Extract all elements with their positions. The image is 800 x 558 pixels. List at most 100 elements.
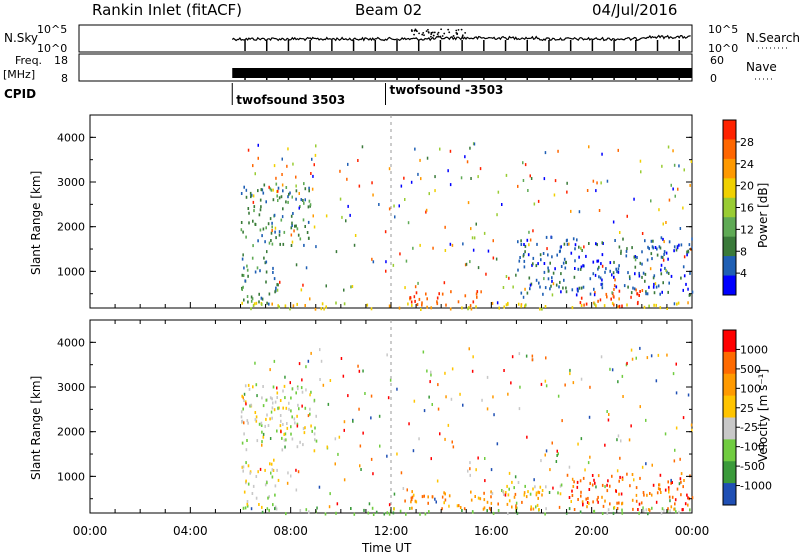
colorbar-swatch — [723, 275, 736, 296]
heatmap-cell — [274, 493, 276, 497]
heatmap-cell — [479, 167, 482, 171]
heatmap-cell — [267, 424, 270, 427]
heatmap-cell — [303, 243, 305, 247]
heatmap-cell — [669, 499, 671, 503]
heatmap-cell — [579, 510, 582, 514]
heatmap-cell — [537, 496, 539, 500]
heatmap-cell — [560, 265, 563, 268]
heatmap-cell — [668, 495, 671, 499]
heatmap-cell — [248, 211, 250, 215]
heatmap-cell — [338, 435, 341, 439]
heatmap-cell — [530, 507, 532, 511]
heatmap-cell — [444, 249, 447, 252]
colorbar-swatch — [723, 461, 736, 484]
heatmap-cell — [334, 437, 337, 441]
heatmap-cell — [691, 237, 693, 241]
heatmap-cell — [260, 421, 263, 425]
heatmap-cell — [621, 501, 624, 505]
heatmap-cell — [436, 296, 439, 300]
noise-search-dot — [461, 35, 464, 38]
colorbar-swatch — [723, 217, 736, 238]
heatmap-cell — [604, 443, 606, 447]
heatmap-cell — [393, 507, 395, 511]
heatmap-cell — [545, 485, 547, 489]
heatmap-cell — [359, 444, 362, 448]
heatmap-cell — [471, 236, 474, 240]
heatmap-cell — [532, 262, 534, 266]
heatmap-cell — [678, 510, 680, 514]
heatmap-cell — [268, 292, 271, 296]
heatmap-cell — [388, 167, 391, 171]
heatmap-cell — [659, 487, 661, 491]
heatmap-cell — [580, 286, 583, 290]
heatmap-cell — [592, 179, 595, 183]
heatmap-cell — [269, 462, 271, 466]
heatmap-cell — [633, 287, 636, 291]
heatmap-cell — [240, 221, 243, 224]
heatmap-cell — [300, 386, 303, 390]
heatmap-cell — [280, 430, 282, 434]
heatmap-cell — [319, 378, 321, 381]
heatmap-cell — [280, 195, 283, 199]
cpid-segment-label: twofsound 3503 — [236, 93, 345, 107]
heatmap-cell — [543, 177, 546, 181]
heatmap-cell — [272, 401, 274, 405]
heatmap-cell — [261, 234, 263, 238]
heatmap-cell — [580, 437, 583, 441]
heatmap-cell — [418, 297, 421, 301]
heatmap-cell — [459, 506, 462, 509]
heatmap-cell — [277, 189, 279, 193]
heatmap-cell — [388, 503, 391, 507]
heatmap-cell — [264, 261, 267, 265]
heatmap-cell — [241, 273, 244, 277]
heatmap-cell — [589, 455, 591, 459]
heatmap-cell — [281, 215, 284, 219]
heatmap-cell — [272, 385, 275, 389]
heatmap-cell — [553, 193, 556, 197]
heatmap-cell — [480, 290, 482, 294]
heatmap-cell — [343, 420, 346, 424]
heatmap-cell — [503, 369, 505, 372]
y-tick-label: 3000 — [57, 381, 85, 394]
heatmap-cell — [410, 180, 413, 184]
heatmap-cell — [591, 474, 594, 477]
heatmap-cell — [682, 206, 684, 210]
heatmap-cell — [618, 289, 621, 293]
heatmap-cell — [504, 493, 507, 497]
heatmap-cell — [271, 397, 273, 401]
heatmap-cell — [668, 198, 671, 202]
heatmap-cell — [313, 163, 315, 167]
heatmap-cell — [296, 385, 299, 389]
heatmap-cell — [528, 230, 530, 234]
heatmap-cell — [265, 417, 267, 421]
heatmap-cell — [275, 236, 277, 240]
heatmap-cell — [591, 483, 594, 487]
velocity-colorbar: 1000 500 100 25 -25 -100 -500 -1000 — [722, 329, 772, 506]
heatmap-cell — [278, 230, 281, 234]
heatmap-cell — [476, 295, 478, 299]
heatmap-cell — [399, 509, 402, 513]
colorbar-tick-label: 16 — [740, 202, 754, 215]
heatmap-cell — [309, 407, 311, 411]
heatmap-cell — [610, 297, 612, 301]
heatmap-cell — [246, 295, 249, 298]
heatmap-cell — [535, 264, 538, 268]
heatmap-cell — [288, 401, 290, 405]
heatmap-cell — [672, 187, 674, 191]
heatmap-cell — [505, 275, 508, 278]
heatmap-cell — [601, 278, 603, 282]
heatmap-cell — [616, 270, 618, 274]
heatmap-cell — [285, 406, 288, 410]
heatmap-cell — [320, 307, 323, 311]
heatmap-cell — [240, 415, 243, 419]
heatmap-cell — [676, 487, 679, 491]
colorbar-tick-label: 28 — [740, 136, 754, 149]
heatmap-cell — [245, 402, 247, 406]
heatmap-cell — [432, 246, 434, 250]
heatmap-cell — [490, 501, 493, 505]
heatmap-cell — [516, 506, 518, 510]
noise-search-dot — [460, 28, 463, 31]
heatmap-cell — [404, 286, 406, 290]
heatmap-cell — [285, 200, 287, 204]
heatmap-cell — [276, 468, 278, 472]
